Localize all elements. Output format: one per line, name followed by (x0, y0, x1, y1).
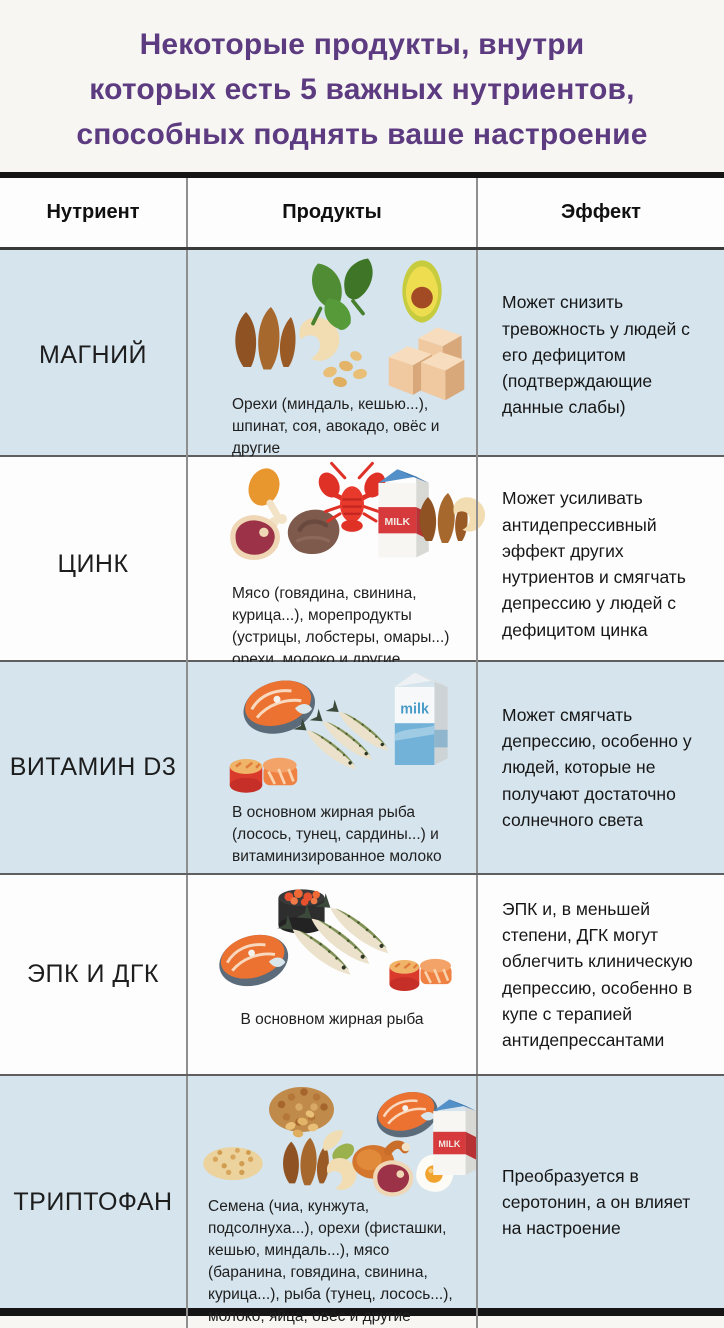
header-effect: Эффект (476, 178, 724, 247)
effect-text: Может смягчать депрессию, особенно у люд… (502, 704, 692, 830)
table-row-vitamin-d3: ВИТАМИН D3 В основном жирная рыба (лосос… (0, 662, 724, 875)
effect-text: Может снизить тревожность у людей с его … (502, 292, 690, 418)
title-line-3: способных поднять ваше настроение (76, 117, 648, 151)
effect-text: Преобразуется в серотонин, а он влияет н… (502, 1165, 691, 1239)
products-caption: В основном жирная рыба (240, 1011, 424, 1028)
salmon-steak-icon (211, 925, 296, 996)
header-products: Продукты (186, 178, 476, 247)
products-caption: Орехи (миндаль, кешью...), шпинат, соя, … (232, 396, 440, 457)
milk-carton-icon (394, 672, 448, 765)
page-title: Некоторые продукты, внутри которых есть … (0, 0, 724, 172)
effect-text: ЭПК и, в меньшей степени, ДГК могут обле… (502, 898, 693, 1050)
effect-cell: Может усиливать антидепрессивный эффект … (476, 457, 724, 671)
magnesium-foods-illustration (188, 250, 476, 401)
salmon-steak-icon (369, 1083, 445, 1146)
almonds-icon (283, 1137, 329, 1186)
effect-cell: ЭПК и, в меньшей степени, ДГК могут обле… (476, 875, 724, 1074)
header-nutrient: Нутриент (46, 201, 140, 223)
almonds-icon (235, 307, 296, 370)
nutrient-label: МАГНИЙ (38, 340, 148, 369)
title-line-2: которых есть 5 важных нутриентов, (89, 72, 635, 106)
products-caption: Семена (чиа, кунжута, подсолнуха...), ор… (208, 1198, 453, 1325)
products-caption: В основном жирная рыба (лосось, тунец, с… (232, 804, 442, 865)
sushi-rolls-icon (228, 756, 299, 795)
table-row-tryptophan: ТРИПТОФАН (0, 1076, 724, 1328)
vitamin-d3-foods-illustration (188, 662, 476, 800)
nutrient-label: ВИТАМИН D3 (9, 753, 177, 781)
nutrient-label: ТРИПТОФАН (13, 1187, 173, 1216)
products-cell: Мясо (говядина, свинина, курица...), мор… (186, 457, 486, 671)
steak-icon (373, 1160, 414, 1197)
cashew-icon (327, 1157, 357, 1190)
meat-chunk-icon (288, 510, 340, 554)
title-line-1: Некоторые продукты, внутри (139, 27, 585, 61)
nutrients-table: Нутриент Продукты Эффект МАГНИЙ О (0, 172, 724, 1328)
tofu-icon (388, 327, 465, 401)
zinc-foods-illustration (188, 457, 486, 581)
seeds-icon (203, 1147, 263, 1181)
table-row-zinc: ЦИНК Мясо (говядина, свинина, курица...)… (0, 457, 724, 671)
avocado-icon (402, 260, 442, 323)
table-row-magnesium: МАГНИЙ Орехи (миндаль, кешью...), шпинат… (0, 250, 724, 460)
products-cell: В основном жирная рыба (186, 875, 476, 1074)
effect-cell: Может снизить тревожность у людей с его … (476, 250, 724, 460)
steak-icon (230, 515, 280, 560)
nutrient-label: ЭПК И ДГК (27, 960, 159, 988)
products-cell: Орехи (миндаль, кешью...), шпинат, соя, … (186, 250, 476, 460)
effect-cell: Преобразуется в серотонин, а он влияет н… (476, 1076, 724, 1328)
milk-carton-icon (433, 1099, 477, 1175)
effect-cell: Может смягчать депрессию, особенно у люд… (476, 662, 724, 873)
products-caption: Мясо (говядина, свинина, курица...), мор… (232, 585, 450, 668)
products-cell: В основном жирная рыба (лосось, тунец, с… (186, 662, 476, 873)
nutrient-label: ЦИНК (57, 549, 129, 578)
table-row-epa-dha: ЭПК И ДГК В основном жирная рыба ЭПК и, … (0, 875, 724, 1076)
sushi-rolls-icon (388, 957, 453, 993)
effect-text: Может усиливать антидепрессивный эффект … (502, 488, 686, 640)
grains-icon (269, 1087, 334, 1132)
epa-dha-foods-illustration (188, 875, 476, 1007)
table-header-row: Нутриент Продукты Эффект (0, 178, 724, 250)
tryptophan-foods-illustration (188, 1076, 477, 1197)
products-cell: Семена (чиа, кунжута, подсолнуха...), ор… (186, 1076, 477, 1328)
